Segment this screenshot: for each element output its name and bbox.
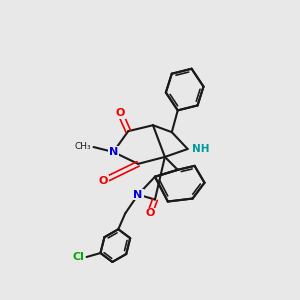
Text: O: O: [116, 108, 125, 118]
Text: N: N: [109, 147, 118, 157]
Text: O: O: [99, 176, 108, 186]
Text: NH: NH: [192, 144, 209, 154]
Text: O: O: [145, 208, 155, 218]
Text: N: N: [134, 190, 143, 200]
Text: CH₃: CH₃: [75, 142, 92, 151]
Text: Cl: Cl: [73, 252, 85, 262]
